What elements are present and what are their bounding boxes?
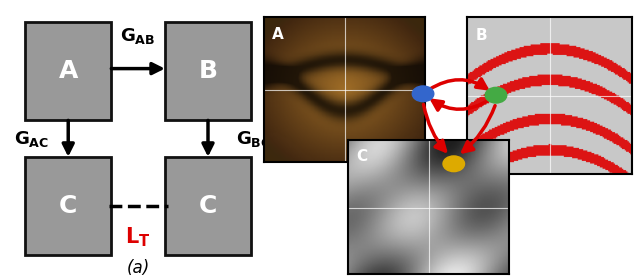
Text: $\mathbf{G_{BC}}$: $\mathbf{G_{BC}}$ xyxy=(236,129,271,149)
Text: (a): (a) xyxy=(127,259,150,277)
Text: $\mathbf{G_{AB}}$: $\mathbf{G_{AB}}$ xyxy=(120,26,156,46)
Text: $\mathbf{L_T}$: $\mathbf{L_T}$ xyxy=(125,226,151,249)
Circle shape xyxy=(443,156,465,172)
Text: A: A xyxy=(58,59,78,83)
Text: C: C xyxy=(199,194,217,218)
Text: B: B xyxy=(198,59,218,83)
FancyBboxPatch shape xyxy=(25,157,111,255)
FancyBboxPatch shape xyxy=(165,22,251,120)
Text: (b): (b) xyxy=(436,259,460,277)
Text: C: C xyxy=(59,194,77,218)
FancyBboxPatch shape xyxy=(25,22,111,120)
FancyBboxPatch shape xyxy=(165,157,251,255)
Circle shape xyxy=(485,87,507,103)
Text: $\mathbf{G_{AC}}$: $\mathbf{G_{AC}}$ xyxy=(15,129,50,149)
Circle shape xyxy=(412,86,434,102)
